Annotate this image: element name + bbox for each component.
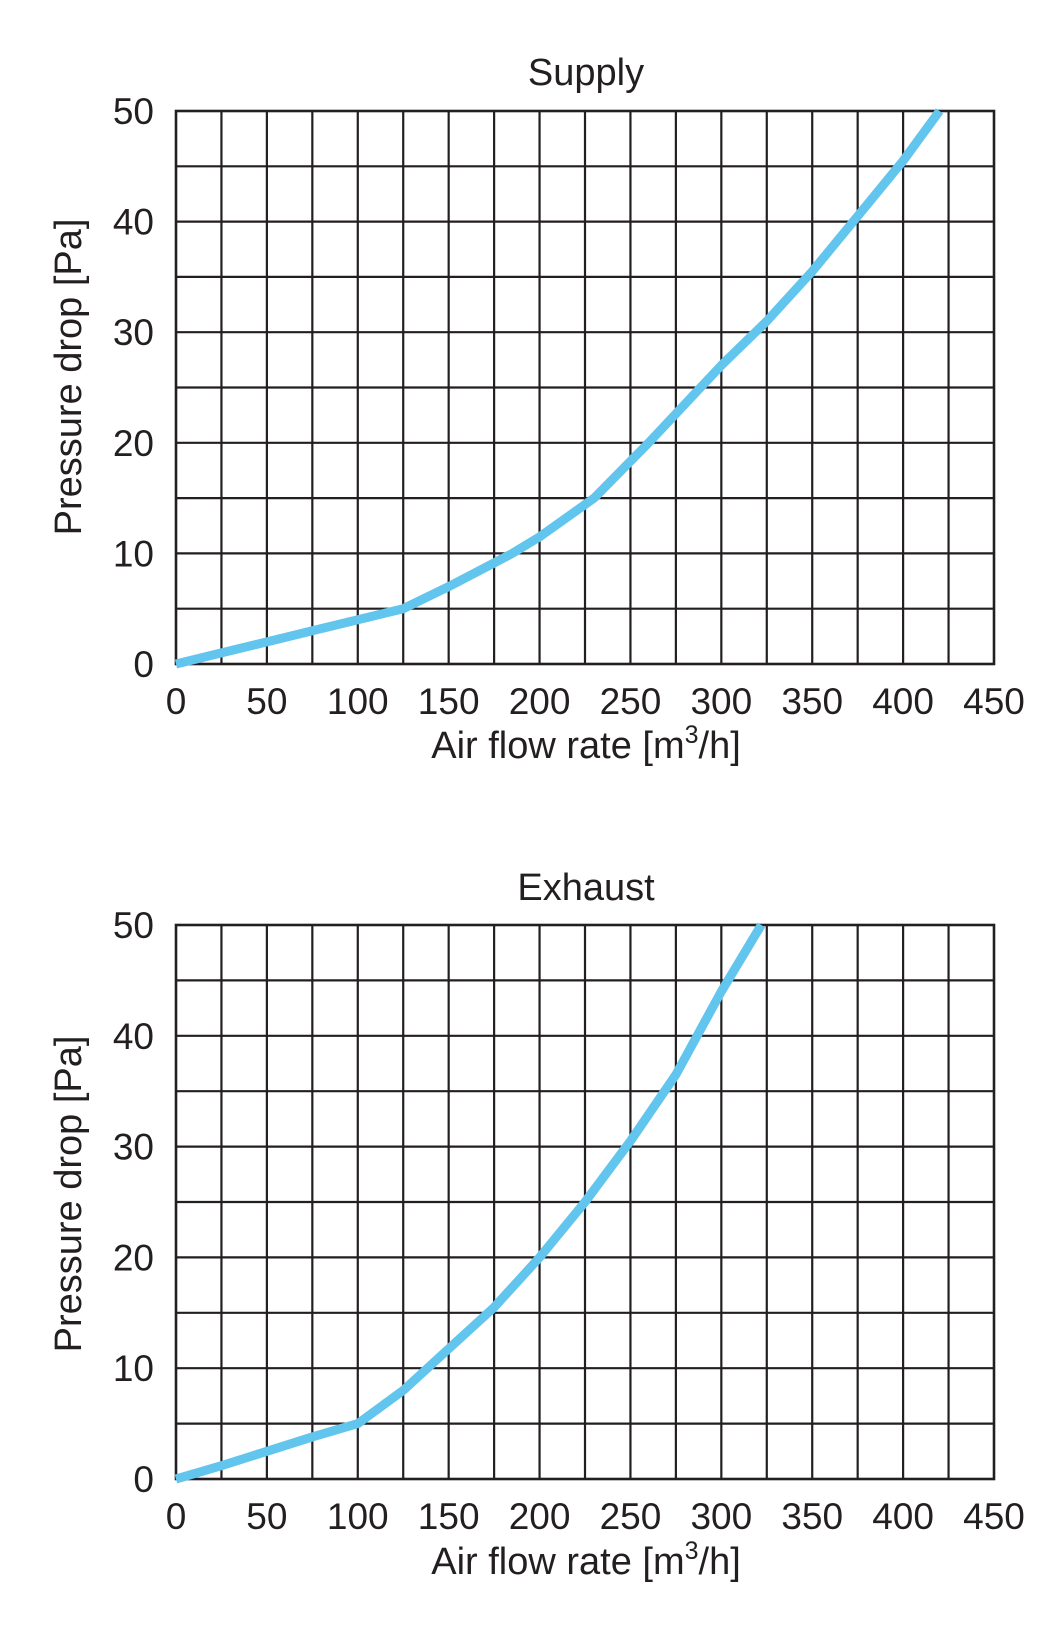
x-tick-label: 50 (246, 681, 287, 722)
y-tick-labels: 0 10 20 30 40 50 (113, 91, 154, 685)
x-tick-label: 350 (781, 681, 843, 722)
x-tick-label: 300 (690, 681, 752, 722)
x-axis-label: Air flow rate [m3/h] (431, 1537, 741, 1583)
x-tick-label: 400 (872, 681, 934, 722)
y-tick-label: 40 (113, 202, 154, 243)
plot-frame (174, 923, 996, 1481)
x-tick-label: 0 (166, 681, 187, 722)
x-tick-label: 150 (418, 1496, 480, 1537)
exhaust-chart: Exhaust 0 10 20 30 40 50 0 50 100 150 200 250 300 35… (48, 867, 1025, 1583)
series-line (174, 108, 944, 669)
supply-chart: Supply 0 10 20 30 40 50 0 50 100 150 200 250 300 350… (48, 52, 1025, 767)
y-tick-label: 40 (113, 1016, 154, 1057)
y-axis-label: Pressure drop [Pa] (48, 219, 90, 536)
y-tick-label: 50 (113, 91, 154, 132)
x-tick-label: 350 (781, 1496, 843, 1537)
chart-title: Exhaust (517, 867, 655, 909)
x-tick-label: 200 (509, 681, 571, 722)
grid (176, 925, 994, 1479)
x-tick-labels: 0 50 100 150 200 250 300 350 400 450 (166, 1496, 1025, 1537)
x-tick-label: 100 (327, 1496, 389, 1537)
x-tick-label: 450 (963, 681, 1025, 722)
x-tick-label: 150 (418, 681, 480, 722)
x-tick-label: 200 (509, 1496, 571, 1537)
plot-frame (174, 109, 996, 666)
x-tick-label: 100 (327, 681, 389, 722)
y-tick-label: 30 (113, 1127, 154, 1168)
y-tick-label: 20 (113, 1237, 154, 1278)
chart-title: Supply (528, 52, 644, 94)
x-tick-labels: 0 50 100 150 200 250 300 350 400 450 (166, 681, 1025, 722)
x-tick-label: 0 (166, 1496, 187, 1537)
x-tick-label: 450 (963, 1496, 1025, 1537)
y-tick-label: 0 (133, 644, 154, 685)
y-axis-label: Pressure drop [Pa] (48, 1036, 90, 1353)
x-tick-label: 400 (872, 1496, 934, 1537)
y-tick-label: 10 (113, 533, 154, 574)
y-tick-label: 30 (113, 312, 154, 353)
y-tick-label: 10 (113, 1348, 154, 1389)
grid (176, 111, 994, 664)
x-tick-label: 300 (690, 1496, 752, 1537)
y-tick-label: 0 (133, 1459, 154, 1500)
x-axis-label: Air flow rate [m3/h] (431, 721, 741, 767)
x-tick-label: 50 (246, 1496, 287, 1537)
x-tick-label: 250 (600, 1496, 662, 1537)
y-tick-label: 20 (113, 423, 154, 464)
y-tick-labels: 0 10 20 30 40 50 (113, 905, 154, 1500)
x-tick-label: 250 (600, 681, 662, 722)
y-tick-label: 50 (113, 905, 154, 946)
series-line (174, 922, 766, 1484)
